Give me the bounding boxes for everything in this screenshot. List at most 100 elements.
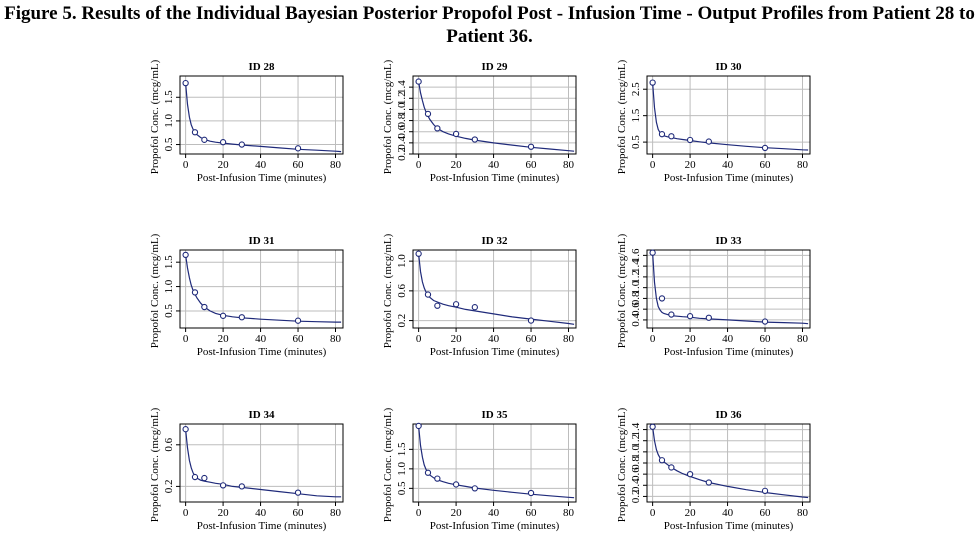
observed-point <box>238 314 245 321</box>
x-tick-label: 40 <box>488 507 500 519</box>
x-tick-label: 0 <box>416 333 422 345</box>
observed-point <box>294 489 302 496</box>
observed-point <box>415 250 422 257</box>
y-tick-label: 1.0 <box>163 114 175 128</box>
y-tick-label: 0.4 <box>630 478 642 492</box>
observed-point <box>219 139 227 146</box>
y-tick-label: 1.0 <box>630 280 642 294</box>
observed-point <box>649 423 656 430</box>
x-tick-label: 60 <box>293 159 305 171</box>
observed-point <box>415 78 422 85</box>
panel-title: ID 35 <box>482 409 508 421</box>
fitted-curve <box>652 252 809 325</box>
y-tick-label: 0.5 <box>163 304 175 318</box>
chart-panel-28: 0 20 40 60 80 0.5 1.0 1.5 ID 28 Post-Infusion Tim… <box>149 59 344 184</box>
fitted-curve <box>652 82 809 151</box>
x-tick-label: 60 <box>293 333 305 345</box>
x-tick-label: 20 <box>451 333 463 345</box>
observed-point <box>182 426 189 433</box>
x-tick-label: 20 <box>218 507 230 519</box>
x-axis-label: Post-Infusion Time (minutes) <box>664 520 794 532</box>
x-tick-label: 80 <box>563 333 575 345</box>
y-axis-label: Propofol Conc. (mcg/mL) <box>616 59 628 174</box>
x-tick-label: 40 <box>488 333 500 345</box>
fitted-curve <box>418 253 575 325</box>
x-tick-label: 20 <box>685 333 697 345</box>
fitted-curve <box>185 254 342 323</box>
y-tick-label: 0.6 <box>396 124 408 138</box>
x-tick-label: 20 <box>685 507 697 519</box>
x-tick-label: 20 <box>451 507 463 519</box>
y-tick-label: 1.4 <box>396 80 408 94</box>
chart-panel-33: 0 20 40 60 80 0.40.60.81.01.21.41.6 ID 33 Post-… <box>616 233 811 358</box>
chart-panel-32: 0 20 40 60 80 0.2 0.6 1.0 ID 32 Post-Infusion Tim… <box>382 233 577 358</box>
y-tick-label: 0.4 <box>630 313 642 327</box>
plot-frame <box>412 249 577 329</box>
y-axis-label: Propofol Conc. (mcg/mL) <box>616 233 628 348</box>
observed-point <box>658 131 666 138</box>
y-axis-label: Propofol Conc. (mcg/mL) <box>382 407 394 522</box>
x-tick-label: 0 <box>650 333 656 345</box>
observed-point <box>424 469 432 476</box>
plot-frame <box>646 75 811 155</box>
y-axis-label: Propofol Conc. (mcg/mL) <box>382 233 394 348</box>
y-tick-label: 1.5 <box>163 90 175 104</box>
figure-title-line-2: Patient 36. <box>446 26 533 47</box>
observed-point <box>705 314 712 321</box>
fitted-curve <box>185 83 342 153</box>
panel-title: ID 30 <box>716 61 742 73</box>
y-axis-label: Propofol Conc. (mcg/mL) <box>149 407 161 522</box>
observed-point <box>471 485 478 492</box>
y-tick-label: 0.2 <box>396 314 408 328</box>
x-tick-label: 60 <box>526 159 538 171</box>
observed-point <box>424 110 432 118</box>
x-axis-label: Post-Infusion Time (minutes) <box>197 520 327 532</box>
x-tick-label: 20 <box>218 159 230 171</box>
plot-frame <box>179 75 344 155</box>
x-tick-label: 80 <box>330 507 342 519</box>
x-tick-label: 40 <box>255 507 267 519</box>
x-tick-label: 20 <box>451 159 463 171</box>
y-tick-label: 1.2 <box>396 91 408 105</box>
observed-point <box>761 318 769 325</box>
chart-panel-29: 0 20 40 60 80 0.20.40.60.81.01.21.4 ID 29 Post-… <box>382 59 577 184</box>
y-tick-label: 0.2 <box>163 480 175 494</box>
observed-point <box>452 130 460 138</box>
observed-point <box>527 317 535 324</box>
observed-point <box>452 301 460 308</box>
observed-point <box>668 311 675 318</box>
y-tick-label: 1.0 <box>396 254 408 268</box>
observed-point <box>471 304 478 311</box>
panel-title: ID 32 <box>482 235 508 247</box>
y-axis-label: Propofol Conc. (mcg/mL) <box>149 59 161 174</box>
observed-point <box>191 473 199 481</box>
x-tick-label: 80 <box>330 333 342 345</box>
observed-point <box>219 482 227 489</box>
y-tick-label: 0.6 <box>163 437 175 451</box>
y-tick-label: 1.0 <box>396 461 408 475</box>
x-tick-label: 40 <box>722 507 734 519</box>
observed-point <box>527 143 535 150</box>
x-axis-label: Post-Infusion Time (minutes) <box>197 346 327 358</box>
x-tick-label: 40 <box>255 333 267 345</box>
observed-point <box>527 489 535 497</box>
x-tick-label: 80 <box>797 333 809 345</box>
y-tick-label: 0.2 <box>630 490 642 504</box>
y-tick-label: 1.0 <box>396 102 408 116</box>
y-tick-label: 1.5 <box>163 255 175 269</box>
x-axis-label: Post-Infusion Time (minutes) <box>430 520 560 532</box>
observed-point <box>649 79 656 86</box>
figure-title-line-1: Figure 5. Results of the Individual Baye… <box>4 3 975 24</box>
panel-title: ID 31 <box>249 235 275 247</box>
y-tick-label: 0.4 <box>396 135 408 149</box>
x-tick-label: 60 <box>526 333 538 345</box>
x-tick-label: 0 <box>416 507 422 519</box>
x-tick-label: 60 <box>760 333 772 345</box>
panel-title: ID 33 <box>716 235 742 247</box>
x-axis-label: Post-Infusion Time (minutes) <box>664 172 794 184</box>
observed-point <box>434 125 441 132</box>
panel-title: ID 34 <box>249 409 275 421</box>
fitted-curve <box>185 429 342 498</box>
